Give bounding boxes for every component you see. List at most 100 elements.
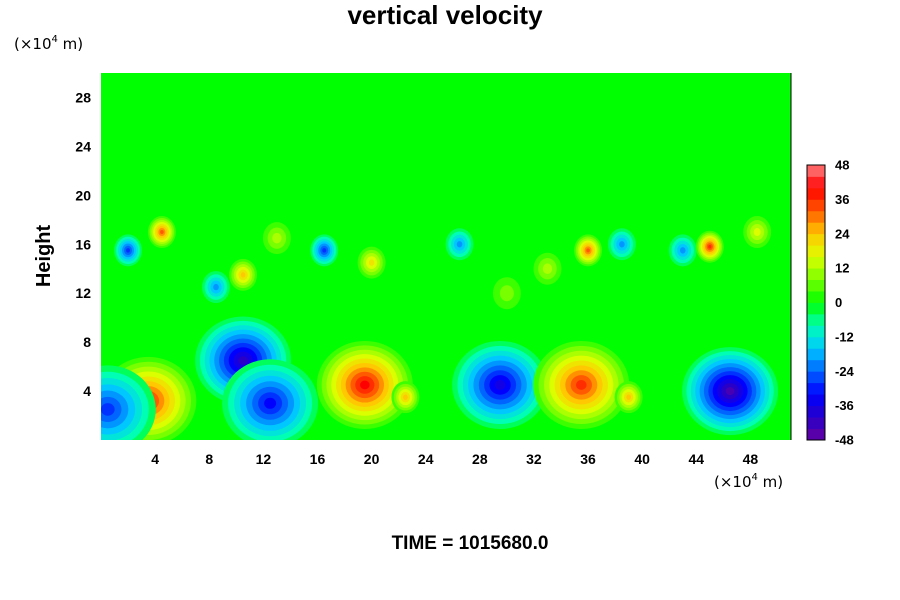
contour-band — [126, 248, 131, 253]
x-tick-label: 20 — [364, 451, 380, 467]
y-tick-label: 20 — [75, 187, 91, 203]
colorbar-segment — [807, 222, 825, 235]
contour-band — [238, 356, 248, 365]
x-unit-suffix: m) — [758, 473, 783, 491]
x-unit-prefix: (×10 — [714, 473, 752, 491]
contour-band — [264, 397, 277, 409]
colorbar-tick-label: -12 — [835, 329, 854, 344]
x-tick-label: 12 — [256, 451, 272, 467]
colorbar-segment — [807, 187, 825, 200]
contour-band — [360, 380, 370, 390]
field-feature — [229, 258, 258, 291]
colorbar-tick-label: 36 — [835, 192, 849, 207]
colorbar-segment — [807, 245, 825, 258]
x-tick-label: 40 — [634, 451, 650, 467]
y-axis-title: Height — [33, 225, 55, 288]
colorbar-segment — [807, 233, 825, 246]
contour-band — [160, 230, 164, 235]
colorbar-tick-label: 0 — [835, 295, 842, 310]
contour-band — [456, 241, 463, 248]
contour-band — [322, 248, 327, 253]
field-feature — [533, 340, 630, 429]
colorbar-segment — [807, 417, 825, 429]
colorbar-segment — [807, 382, 825, 395]
colorbar-segment — [807, 199, 825, 212]
contour-band — [272, 232, 282, 244]
x-tick-label: 36 — [580, 451, 596, 467]
colorbar-segment — [807, 176, 825, 189]
contour-band — [101, 403, 115, 416]
velocity-field — [101, 216, 779, 440]
field-feature — [668, 234, 697, 267]
field-feature — [452, 340, 549, 429]
colorbar-segment — [807, 302, 825, 315]
field-feature — [695, 230, 724, 263]
field-feature — [743, 216, 772, 249]
time-label: TIME = 1015680.0 — [392, 533, 549, 554]
x-tick-label: 4 — [151, 451, 159, 467]
y-tick-label: 28 — [75, 89, 91, 105]
x-tick-label: 48 — [743, 451, 759, 467]
contour-band — [708, 244, 712, 249]
field-feature — [147, 216, 176, 249]
colorbar-segment — [807, 210, 825, 223]
contour-band — [575, 380, 587, 390]
colorbar-segment — [807, 268, 825, 280]
field-feature — [607, 228, 636, 261]
contour-band — [368, 259, 375, 266]
colorbar-tick-label: 24 — [835, 226, 850, 241]
field-feature — [310, 234, 339, 267]
colorbar-segment — [807, 405, 825, 418]
field-feature — [574, 234, 603, 267]
colorbar-segment — [807, 359, 825, 372]
chart-title: vertical velocity — [347, 0, 543, 30]
contour-band — [542, 263, 553, 275]
colorbar-segment — [807, 371, 825, 384]
y-tick-labels: 4 8 12 16 20 24 28 — [75, 89, 91, 399]
x-tick-label: 32 — [526, 451, 542, 467]
colorbar-tick-label: -48 — [835, 433, 854, 448]
colorbar-segment — [807, 291, 825, 303]
field-feature — [682, 347, 779, 436]
field-feature — [222, 359, 319, 440]
colorbar-frame — [806, 164, 826, 441]
field-feature — [262, 222, 291, 255]
colorbar-segment — [807, 325, 825, 338]
y-tick-label: 12 — [75, 285, 91, 301]
x-tick-label: 24 — [418, 451, 434, 467]
contour-band — [213, 283, 219, 291]
plot-area — [101, 73, 792, 440]
colorbar-segment — [807, 313, 825, 326]
y-tick-label: 24 — [75, 138, 91, 154]
field-feature — [316, 340, 413, 429]
contour-band — [499, 285, 514, 302]
colorbar-segment — [807, 428, 825, 441]
x-tick-label: 28 — [472, 451, 488, 467]
field-feature — [614, 381, 643, 414]
colorbar-tick-labels: -48 -36 -24 -12 0 12 24 36 48 — [835, 158, 855, 448]
field-feature — [202, 271, 230, 304]
colorbar-segment — [807, 336, 825, 349]
contour-band — [619, 241, 625, 248]
field-feature — [445, 228, 474, 261]
field-feature — [492, 277, 521, 310]
x-tick-label: 8 — [205, 451, 213, 467]
contour-band — [240, 272, 246, 278]
colorbar-tick-label: -24 — [835, 364, 855, 379]
y-unit-label: (×104 m) — [14, 34, 83, 53]
contour-band — [626, 394, 631, 400]
y-tick-label: 4 — [83, 383, 91, 399]
x-tick-label: 44 — [689, 451, 705, 467]
y-unit-prefix: (×10 — [14, 35, 52, 53]
y-unit-exponent: 4 — [52, 34, 58, 45]
colorbar-tick-label: 12 — [835, 261, 849, 276]
field-feature — [357, 246, 386, 279]
y-tick-label: 8 — [83, 334, 91, 350]
y-tick-label: 16 — [75, 236, 91, 252]
contour-band — [753, 228, 761, 237]
field-feature — [391, 381, 420, 414]
colorbar-segment — [807, 165, 825, 177]
contour-band — [494, 380, 506, 390]
field-feature — [101, 365, 156, 440]
